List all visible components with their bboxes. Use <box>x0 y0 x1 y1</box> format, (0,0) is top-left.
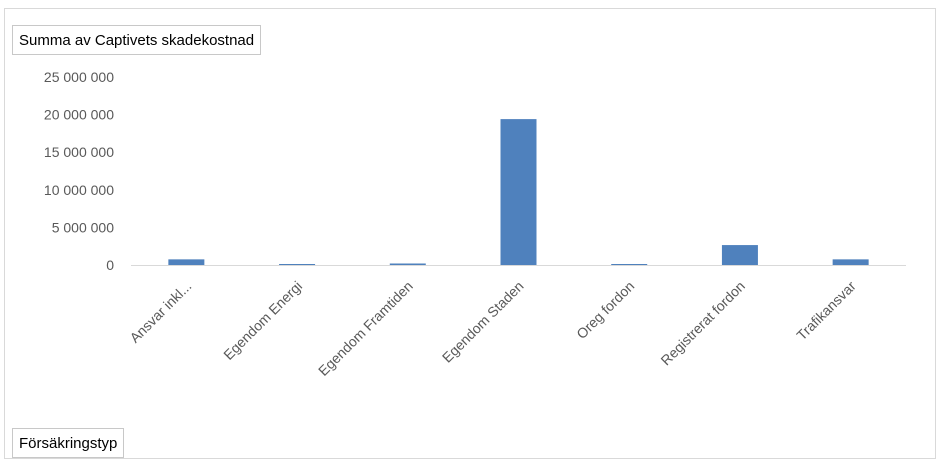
bar[interactable] <box>721 245 758 265</box>
bar[interactable] <box>279 264 316 265</box>
x-category-label: Egendom Framtiden <box>315 278 416 379</box>
x-category-label: Ansvar inkl... <box>126 278 194 346</box>
chart-area <box>4 8 936 459</box>
y-axis: 0 5 000 000 10 000 000 15 000 000 20 000 000… <box>44 69 906 273</box>
axis-field-button[interactable]: Försäkringstyp <box>12 428 125 458</box>
x-category-label: Egendom Energi <box>220 278 305 363</box>
x-category-label: Oreg fordon <box>573 278 637 342</box>
x-category-label: Egendom Staden <box>439 278 527 366</box>
bar[interactable] <box>500 119 537 265</box>
y-tick-label: 25 000 000 <box>44 69 114 85</box>
bar[interactable] <box>832 259 869 265</box>
bar[interactable] <box>389 263 426 265</box>
y-tick-label: 0 <box>106 257 114 273</box>
bars <box>168 119 869 265</box>
y-tick-label: 10 000 000 <box>44 182 114 198</box>
bar[interactable] <box>168 259 205 265</box>
value-field-button[interactable]: Summa av Captivets skadekostnad <box>12 25 262 55</box>
bar[interactable] <box>611 264 648 265</box>
y-tick-label: 20 000 000 <box>44 107 114 123</box>
y-tick-label: 5 000 000 <box>52 219 114 235</box>
x-axis: Ansvar inkl... Egendom Energi Egendom Fram… <box>126 278 858 379</box>
x-category-label: Registrerat fordon <box>657 278 748 369</box>
y-tick-label: 15 000 000 <box>44 144 114 160</box>
x-category-label: Trafikansvar <box>793 278 859 344</box>
